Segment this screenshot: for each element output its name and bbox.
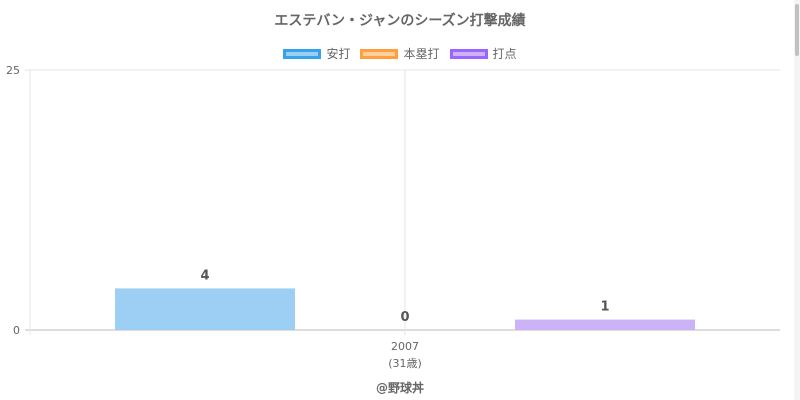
legend-label-rbi: 打点 xyxy=(492,47,517,61)
chart-title: エステバン・ジャンのシーズン打撃成績 xyxy=(274,13,526,29)
legend-item-hits[interactable]: 安打 xyxy=(283,45,350,62)
y-tick-label: 0 xyxy=(13,324,20,337)
data-label: 1 xyxy=(600,300,609,315)
data-label: 4 xyxy=(200,268,209,283)
y-tick-label: 25 xyxy=(6,64,20,77)
legend-swatch-rbi xyxy=(449,48,488,59)
legend-item-rbi[interactable]: 打点 xyxy=(449,45,517,62)
legend-item-homeruns[interactable]: 本塁打 xyxy=(360,45,440,62)
x-tick-sublabel: (31歳) xyxy=(388,357,422,370)
legend-label-hits: 安打 xyxy=(326,47,351,61)
legend-swatch-homeruns xyxy=(360,48,399,59)
bar-打点 xyxy=(515,319,695,330)
scrollbar-thumb[interactable] xyxy=(795,4,799,56)
scrollbar[interactable] xyxy=(794,0,800,400)
x-tick-label: 2007 xyxy=(391,340,419,353)
legend: 安打 本塁打 打点 xyxy=(0,45,800,62)
data-label: 0 xyxy=(400,310,409,325)
legend-label-homeruns: 本塁打 xyxy=(403,47,440,61)
footer-credit: @野球丼 xyxy=(375,381,424,395)
legend-swatch-hits xyxy=(283,48,322,59)
bar-安打 xyxy=(115,288,295,330)
